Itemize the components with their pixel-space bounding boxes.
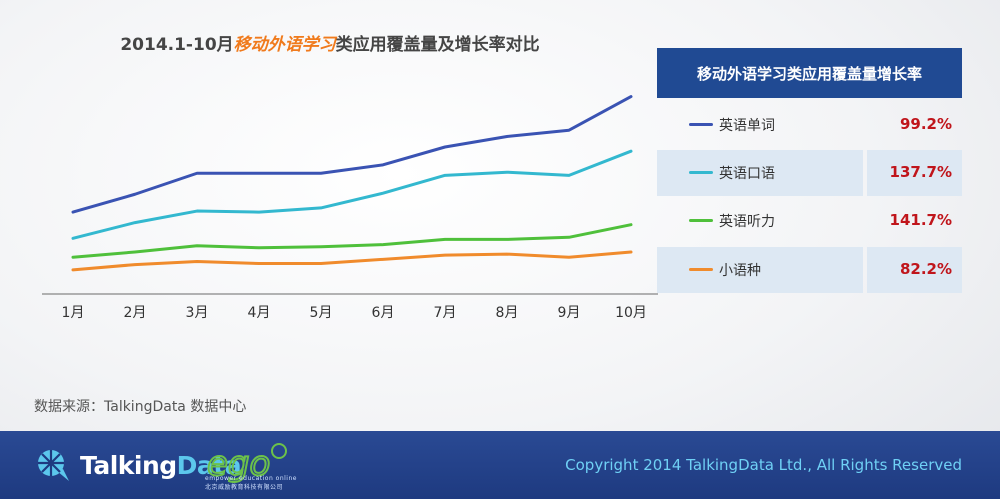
brand-main: Talking [80,451,177,480]
ego-logo-ring [271,443,287,459]
x-tick-label: 5月 [310,305,333,321]
x-tick-label: 7月 [434,305,457,321]
legend-item-label-cell: 英语听力 [657,198,863,244]
legend-swatch [689,268,713,271]
brand-name: TalkingData [80,451,242,480]
legend-series-name: 英语听力 [719,214,775,230]
data-source: 数据来源：TalkingData 数据中心 [34,399,247,415]
series-line [71,149,633,240]
series-line [71,95,633,214]
ego-tagline: empower education online 北京威励教育科技有限公司 [205,475,305,491]
footer-bar: TalkingData ego empower education online… [0,431,1000,499]
x-tick-label: 10月 [615,305,647,321]
legend-swatch [689,219,713,222]
legend-series-name: 英语口语 [719,166,775,182]
x-tick-label: 1月 [62,305,85,321]
ego-logo-letters: ego [207,444,270,484]
x-tick-label: 3月 [186,305,209,321]
chart-title-prefix: 2014.1-10月 [120,35,234,55]
legend-item-value-cell: 141.7% [867,198,962,244]
x-tick-label: 4月 [248,305,271,321]
legend-item-value-cell: 82.2% [867,247,962,293]
legend-title: 移动外语学习类应用覆盖量增长率 [657,48,962,98]
legend-series-name: 英语单词 [719,118,775,134]
ego-logo-icon: ego [206,443,287,485]
legend-item: 英语单词 99.2% [657,102,962,148]
legend-item: 小语种 82.2% [657,247,962,293]
brand-accent: Data [176,451,242,480]
x-tick-label: 8月 [496,305,519,321]
legend-item-label-cell: 小语种 [657,247,863,293]
legend-swatch [689,171,713,174]
legend-growth-rate: 141.7% [889,211,952,229]
x-tick-label: 9月 [558,305,581,321]
legend-series-name: 小语种 [719,263,761,279]
chart-title: 2014.1-10月移动外语学习类应用覆盖量及增长率对比 [0,30,660,55]
legend-item: 英语听力 141.7% [657,198,962,244]
legend-item-label-cell: 英语单词 [657,102,863,148]
legend-panel: 移动外语学习类应用覆盖量增长率 英语单词 99.2% 英语口语 137.7% 英语听力 1… [657,48,962,293]
talkingdata-logo-icon [38,450,69,481]
legend-item-value-cell: 99.2% [867,102,962,148]
ego-tagline-en: empower education online [205,475,297,482]
series-line [71,223,633,259]
x-tick-label: 6月 [372,305,395,321]
x-tick-label: 2月 [124,305,147,321]
legend-swatch [689,123,713,126]
copyright-text: Copyright 2014 TalkingData Ltd., All Rig… [565,456,962,474]
series-line [71,250,633,272]
legend-item-label-cell: 英语口语 [657,150,863,196]
legend-item-value-cell: 137.7% [867,150,962,196]
line-chart: 1月 2月 3月 4月 5月 6月 7月 8月 9月 10月 [42,95,658,321]
legend-item: 英语口语 137.7% [657,150,962,196]
chart-title-suffix: 类应用覆盖量及增长率对比 [335,35,540,55]
legend-growth-rate: 82.2% [899,260,952,278]
chart-title-highlight: 移动外语学习 [233,35,336,55]
ego-tagline-cn: 北京威励教育科技有限公司 [205,484,284,491]
legend-growth-rate: 99.2% [899,115,952,133]
legend-growth-rate: 137.7% [889,163,952,181]
